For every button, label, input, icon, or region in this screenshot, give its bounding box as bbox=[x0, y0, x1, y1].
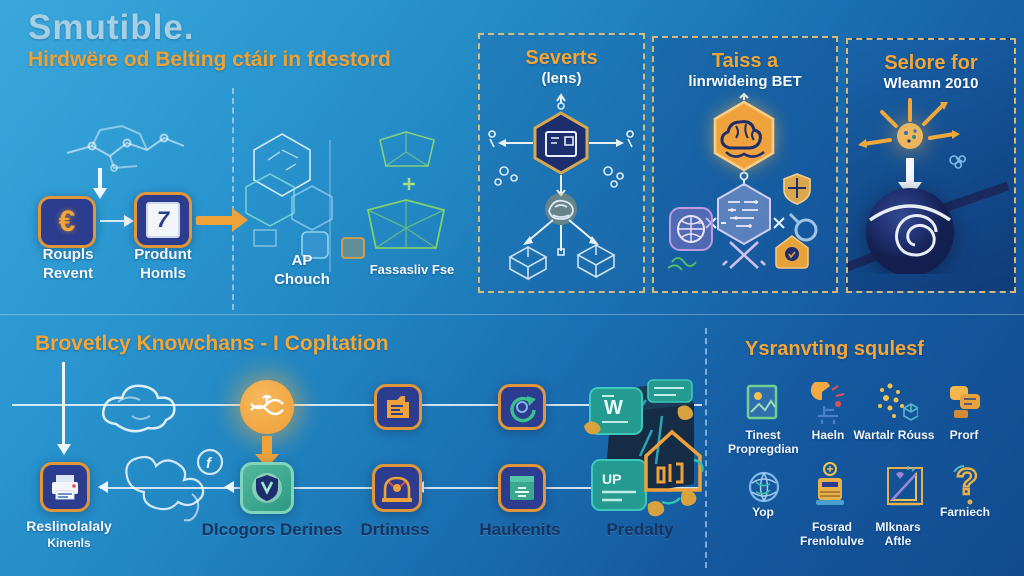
printer-step-card bbox=[40, 462, 90, 512]
left-arrow-icon bbox=[98, 481, 108, 493]
network-tree-diagram-icon bbox=[488, 93, 634, 281]
process-line-top bbox=[12, 404, 702, 406]
panel-severts: Severts (lens) bbox=[478, 33, 645, 293]
node2-label: Produnt Homls bbox=[134, 246, 192, 282]
svg-text:UP: UP bbox=[602, 471, 621, 487]
grid-item7-label: Mlknars Aftle bbox=[875, 520, 921, 549]
currency-node-card: € bbox=[38, 196, 96, 248]
step3-label: Drtinuss bbox=[360, 520, 430, 539]
grid-item3-label: Wartalr Róuss bbox=[853, 428, 935, 442]
spotlight-search-diagram-icon bbox=[848, 98, 1010, 275]
document-step-card bbox=[374, 384, 422, 430]
globe-sketch-icon bbox=[748, 471, 780, 503]
grid-item8-label: Farniech bbox=[939, 505, 990, 519]
panel3-subtitle: Wleamn 2010 bbox=[883, 75, 979, 92]
grid-item6-label: Fosrad Frenlolulve bbox=[799, 520, 864, 549]
step4-label: Haukenits bbox=[479, 520, 561, 539]
euro-icon: € bbox=[58, 205, 76, 238]
panel2-subtitle: linrwideing BET bbox=[688, 73, 802, 90]
orange-down-connector bbox=[262, 436, 272, 454]
server-stack-illustration: W UP bbox=[584, 379, 704, 517]
molecule-sketch-icon bbox=[66, 124, 185, 172]
node1-label: Roupls Revent bbox=[42, 246, 94, 282]
down-connector bbox=[98, 168, 102, 188]
vertical-dashed-divider-bottom bbox=[705, 328, 707, 568]
hexagon-stack-diagram-icon bbox=[667, 92, 818, 271]
question-mark-icon: ? bbox=[953, 462, 979, 505]
ap-chouch-label: AP Chouch bbox=[274, 252, 330, 288]
anchor-node-icon bbox=[240, 380, 294, 434]
particles-icon bbox=[878, 383, 918, 421]
chat-bubbles-icon bbox=[950, 386, 980, 418]
grid-title: Ysranvting squlesf bbox=[745, 338, 924, 360]
down-arrow-icon bbox=[57, 444, 71, 455]
svg-text:f: f bbox=[206, 455, 213, 472]
horizontal-divider bbox=[0, 314, 1024, 315]
right-arrow-icon bbox=[124, 215, 134, 227]
panel1-subtitle: (lens) bbox=[541, 70, 582, 87]
report-step-card bbox=[498, 464, 546, 512]
seven-glyph-icon: 7 bbox=[156, 207, 170, 232]
step5-label: Predalty bbox=[606, 520, 674, 539]
panel1-title: Severts bbox=[525, 47, 598, 69]
panel2-title: Taiss a bbox=[711, 50, 779, 72]
shield-step-card bbox=[240, 462, 294, 514]
connector-line bbox=[100, 220, 126, 222]
panel-selore: Selore for Wleamn 2010 bbox=[846, 38, 1016, 293]
product-node-card: 7 bbox=[134, 192, 192, 248]
svg-text:?: ? bbox=[956, 462, 978, 502]
cloud-sketch-icon bbox=[102, 384, 176, 433]
step1-label: Reslinolalaly Kinenls bbox=[26, 518, 112, 550]
grid-item4-label: Prorf bbox=[949, 428, 979, 442]
vertical-dashed-divider-top bbox=[232, 88, 234, 310]
fassasliv-label: Fassasliv Fse bbox=[369, 262, 455, 277]
grid-item2-label: Haeln bbox=[811, 428, 845, 442]
machine-step-card bbox=[372, 464, 422, 512]
grid-item5-label: Yop bbox=[752, 505, 774, 519]
down-arrow-icon bbox=[93, 188, 107, 199]
panel-taiss: Taiss a linrwideing BET bbox=[652, 36, 838, 293]
svg-text:W: W bbox=[604, 397, 623, 419]
page-title: Smutible. bbox=[28, 8, 195, 47]
page-subtitle: Hirdwëre od Belting ctáir in fdestord bbox=[28, 48, 391, 71]
framed-picture-icon bbox=[746, 384, 778, 420]
down-connector bbox=[62, 362, 65, 446]
process-title: Brovetlcy Knowchans - I Copltation bbox=[35, 332, 389, 355]
pie-person-icon bbox=[810, 382, 845, 424]
orange-connector bbox=[196, 216, 234, 225]
podium-machine-icon bbox=[816, 462, 844, 505]
step2-label: Dlcogors Derines bbox=[201, 520, 343, 539]
recycle-step-card bbox=[498, 384, 546, 430]
sail-flag-icon bbox=[887, 466, 923, 506]
grid-item1-label: Tinest Propregdian bbox=[728, 428, 799, 457]
swirl-sketch-icon: f bbox=[125, 448, 224, 522]
left-arrow-icon bbox=[224, 481, 234, 493]
wireframe-hexagons-decoration bbox=[245, 131, 446, 272]
panel3-title: Selore for bbox=[884, 52, 978, 74]
orange-right-arrow-icon bbox=[232, 208, 248, 232]
